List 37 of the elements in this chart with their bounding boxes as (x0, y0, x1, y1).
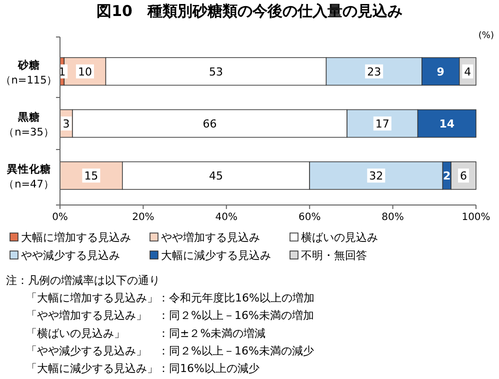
data-label: 66 (202, 118, 217, 130)
text: 「やや減少する見込み」 ：同２%以上－16%未満の減少 (26, 344, 314, 358)
x-tick-label: 40% (215, 212, 238, 223)
x-tick-label: 60% (298, 212, 321, 223)
legend-label: 大幅に増加する見込み (21, 231, 131, 244)
data-label: 6 (460, 170, 468, 183)
x-tick-label: 100% (462, 212, 490, 223)
legend-label: 不明・無回答 (301, 249, 367, 262)
data-label: 3 (62, 118, 70, 130)
data-label: 15 (84, 170, 98, 183)
data-label: 17 (375, 118, 390, 130)
data-label: 14 (439, 118, 455, 130)
data-label: 32 (369, 170, 384, 183)
legend-label: やや減少する見込み (21, 249, 120, 262)
y-tick-label: 黒糖（n=35） (4, 110, 54, 138)
legend-label: 横ばいの見込み (301, 231, 378, 244)
data-label: 45 (209, 170, 223, 183)
data-label: 4 (464, 65, 472, 78)
x-axis-title: (%) (478, 31, 494, 41)
data-label: 23 (367, 65, 382, 78)
text: 「大幅に減少する見込み」：同16%以上の減少 (26, 362, 260, 375)
data-label: 2 (443, 170, 451, 183)
x-tick-label: 0% (52, 212, 68, 223)
text: 「大幅に増加する見込み」：令和元年度比16%以上の増加 (26, 292, 314, 305)
text: 注：凡例の増減率は以下の通り (6, 274, 160, 287)
text: 「やや増加する見込み」 ：同２%以上－16%未満の増加 (26, 309, 314, 322)
legend-label: やや増加する見込み (161, 231, 260, 244)
y-tick-label: 異性化糖（n=47） (4, 162, 54, 191)
text: 「横ばいの見込み」 ：同±２%未満の増減 (26, 326, 266, 340)
data-label: 10 (78, 65, 92, 78)
data-label: 53 (209, 65, 223, 78)
chart-title: 図10 種類別砂糖類の今後の仕入量の見込み (96, 2, 402, 20)
x-tick-label: 20% (132, 212, 154, 223)
legend-label: 大幅に減少する見込み (161, 249, 271, 262)
y-tick-label: 砂糖（n=115） (0, 58, 58, 86)
data-label: 9 (436, 65, 444, 78)
x-tick-label: 80% (382, 212, 404, 223)
